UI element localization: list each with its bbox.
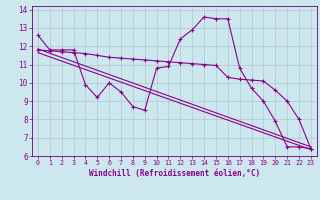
X-axis label: Windchill (Refroidissement éolien,°C): Windchill (Refroidissement éolien,°C) <box>89 169 260 178</box>
